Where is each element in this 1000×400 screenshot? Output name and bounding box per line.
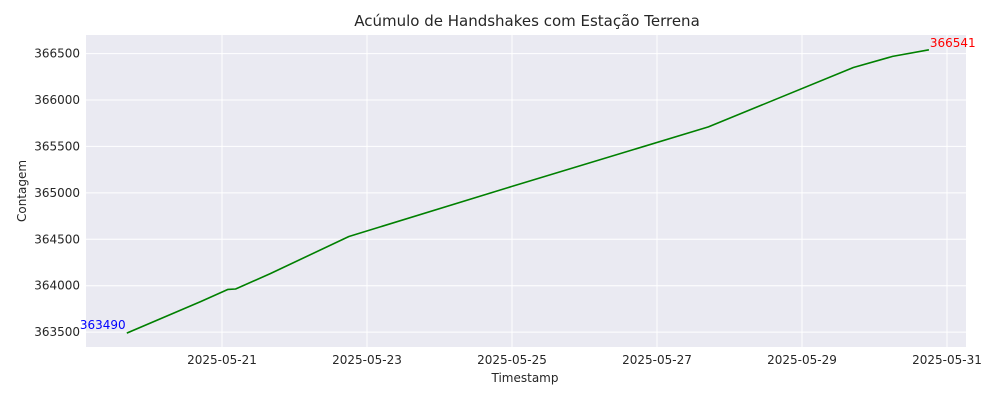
x-tick-label: 2025-05-23 [332,353,402,367]
y-tick-label: 363500 [34,325,80,339]
series-layer [126,49,930,334]
y-axis-label: Contagem [15,160,29,222]
y-tick-label: 366500 [34,47,80,61]
x-axis-ticks: 2025-05-21 2025-05-23 2025-05-25 2025-05-27… [187,353,982,367]
annotations: 363490 366541 [80,36,976,332]
y-tick-label: 365500 [34,139,80,153]
y-tick-label: 366000 [34,93,80,107]
series-line [126,49,930,334]
start-value-annotation: 363490 [80,318,126,332]
y-tick-label: 365000 [34,186,80,200]
chart-title: Acúmulo de Handshakes com Estação Terren… [354,12,700,30]
x-tick-label: 2025-05-25 [477,353,547,367]
plot-area [86,35,966,347]
x-axis-label: Timestamp [491,371,559,385]
x-tick-label: 2025-05-27 [622,353,692,367]
x-tick-label: 2025-05-31 [912,353,982,367]
y-tick-label: 364500 [34,232,80,246]
y-axis-ticks: 363500 364000 364500 365000 365500 366000 3665… [34,47,80,340]
grid [86,35,966,347]
x-tick-label: 2025-05-21 [187,353,257,367]
y-tick-label: 364000 [34,279,80,293]
end-value-annotation: 366541 [930,36,976,50]
x-tick-label: 2025-05-29 [767,353,837,367]
